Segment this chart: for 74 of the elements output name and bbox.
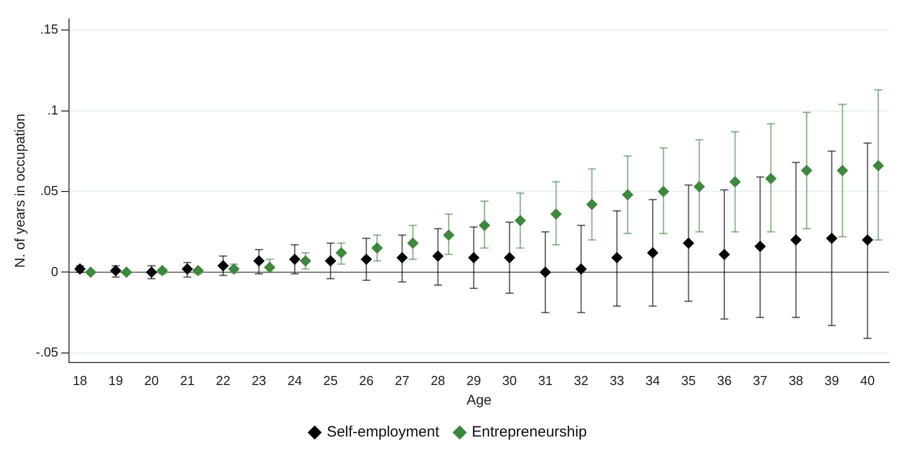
x-tick-label: 22	[216, 372, 230, 388]
point	[647, 247, 658, 258]
x-tick-label: 18	[72, 372, 88, 388]
point	[765, 173, 776, 184]
point	[478, 220, 490, 231]
x-tick-label: 26	[359, 372, 374, 388]
x-tick-label: 39	[824, 372, 839, 388]
point	[156, 265, 168, 276]
point	[192, 265, 204, 276]
y-tick-label: 0	[50, 264, 58, 279]
x-tick-label: 20	[144, 372, 159, 388]
point	[694, 181, 705, 192]
point	[586, 198, 598, 210]
point	[730, 176, 741, 188]
x-tick-label: 33	[610, 372, 624, 388]
point	[182, 263, 193, 274]
point	[253, 255, 264, 266]
point	[622, 189, 634, 200]
x-tick-label: 30	[502, 372, 517, 388]
point	[372, 242, 383, 254]
point	[289, 254, 300, 265]
point	[264, 262, 276, 273]
point	[550, 208, 562, 220]
point	[718, 248, 730, 260]
point	[862, 234, 874, 246]
point	[801, 165, 812, 176]
x-tick-label: 28	[430, 372, 446, 388]
point	[540, 266, 551, 278]
point	[218, 260, 229, 272]
point	[683, 238, 694, 249]
point	[790, 234, 802, 246]
x-tick-label: 19	[108, 372, 123, 388]
point	[325, 255, 336, 266]
point	[576, 263, 587, 274]
point	[514, 215, 526, 226]
point	[120, 266, 132, 278]
point	[443, 230, 454, 241]
y-tick-label: .05	[40, 183, 58, 198]
legend-label: Self-employment	[326, 424, 440, 441]
legend-label: Entrepreneurship	[472, 424, 587, 441]
x-tick-label: 36	[717, 372, 732, 388]
point	[754, 240, 766, 252]
y-tick-label: .15	[40, 22, 58, 37]
x-tick-label: 38	[788, 372, 804, 388]
point	[658, 186, 669, 198]
x-tick-label: 35	[681, 372, 696, 388]
x-tick-label: 23	[252, 372, 266, 388]
point	[407, 238, 418, 249]
point	[360, 254, 372, 265]
x-tick-label: 37	[752, 372, 768, 388]
y-tick-label: .1	[47, 102, 58, 118]
point	[468, 252, 480, 264]
point	[300, 255, 311, 266]
y-axis-title: N. of years in occupation	[11, 114, 28, 268]
point	[85, 266, 96, 278]
point	[836, 165, 848, 176]
x-tick-label: 25	[323, 372, 338, 388]
point	[872, 160, 884, 172]
x-tick-label: 31	[538, 372, 553, 388]
x-tick-label: 24	[288, 372, 302, 388]
x-tick-label: 34	[645, 372, 660, 388]
point	[611, 252, 622, 264]
x-tick-label: 40	[860, 372, 875, 388]
y-tick-label: -.05	[36, 344, 58, 360]
point	[826, 232, 838, 244]
point	[504, 252, 516, 264]
x-tick-label: 27	[394, 372, 410, 388]
point	[396, 252, 408, 264]
x-axis-title: Age	[466, 391, 492, 408]
x-tick-label: 32	[574, 372, 588, 388]
point	[432, 250, 444, 262]
x-tick-label: 21	[180, 372, 195, 388]
x-tick-label: 29	[466, 372, 481, 388]
point	[336, 247, 347, 258]
